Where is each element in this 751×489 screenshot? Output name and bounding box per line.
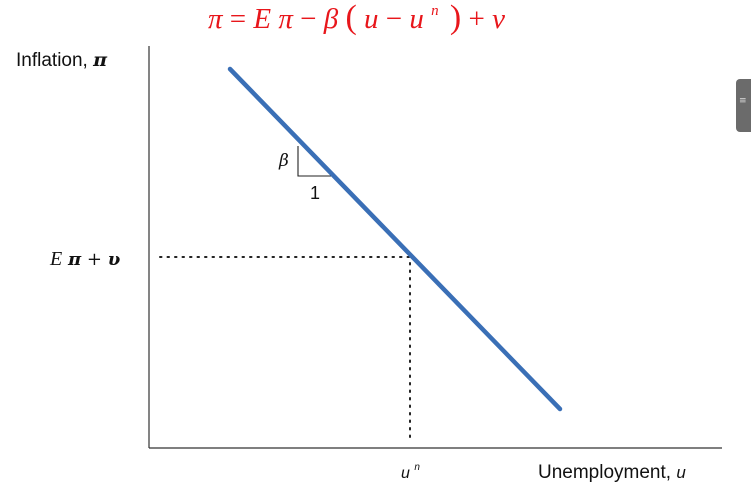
slope-run-label: 1 <box>310 183 320 203</box>
side-tab[interactable]: ≡ <box>736 79 751 132</box>
x-level-sup: n <box>414 462 420 473</box>
eq-lparen: ( <box>345 0 356 36</box>
y-axis-label-symbol: π <box>92 49 108 71</box>
eq-minus-2: − <box>386 3 410 35</box>
slope-triangle <box>297 146 331 177</box>
equation: π = E π − β ( u − u n ) + ν <box>208 0 505 36</box>
eq-beta: β <box>323 3 339 35</box>
y-level-e: E <box>49 248 62 270</box>
eq-u: u <box>364 3 379 35</box>
eq-rparen: ) <box>450 0 461 36</box>
eq-pi: π <box>278 3 294 35</box>
y-level-label: E π + υ <box>49 248 121 270</box>
eq-e: E <box>252 3 271 35</box>
x-level-base: u <box>401 465 410 482</box>
eq-plus: + <box>468 3 492 35</box>
tab-icon: ≡ <box>739 96 747 106</box>
eq-pi-lhs: π <box>208 3 224 35</box>
eq-equals: = <box>230 3 254 35</box>
phillips-curve-line <box>227 66 563 412</box>
y-level-plus: + <box>87 249 108 270</box>
y-axis-label: Inflation, π <box>16 49 108 71</box>
slope-rise-label: β <box>278 151 289 171</box>
x-axis-label-symbol: u <box>676 463 686 482</box>
y-level-nu: υ <box>108 249 121 270</box>
y-axis-label-text: Inflation, <box>16 50 93 71</box>
x-axis-label: Unemployment, u <box>538 462 686 483</box>
x-axis-label-text: Unemployment, <box>538 462 676 483</box>
eq-nu: ν <box>492 3 505 35</box>
eq-un-sup: n <box>431 3 439 19</box>
x-level-label: u n <box>401 462 420 482</box>
eq-un-base: u <box>409 3 424 35</box>
eq-minus-1: − <box>300 3 324 35</box>
y-level-pi: π <box>67 249 82 270</box>
